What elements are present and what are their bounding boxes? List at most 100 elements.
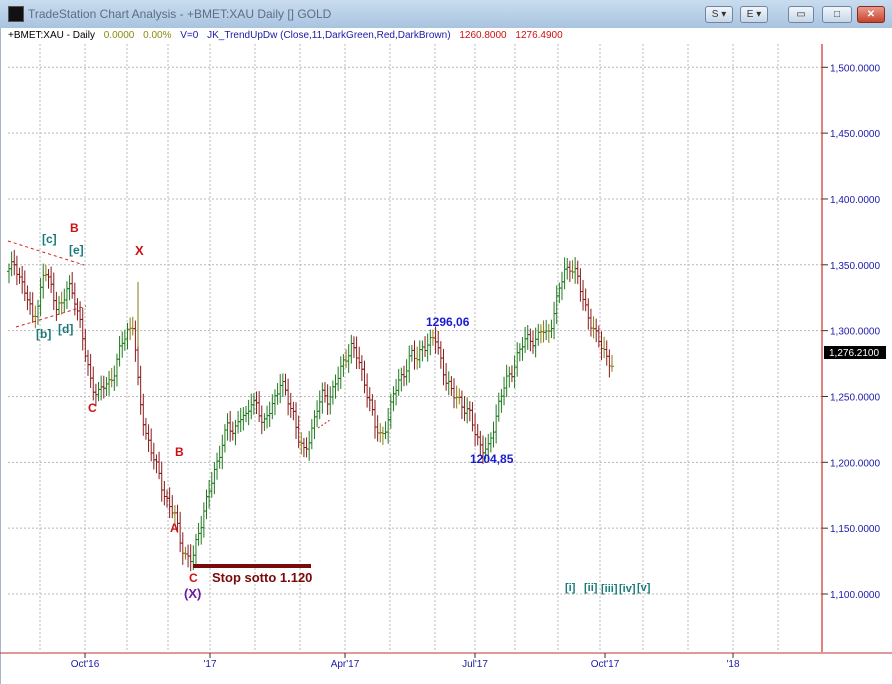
title-bar[interactable]: TradeStation Chart Analysis - +BMET:XAU … (0, 0, 892, 29)
price-bar (104, 376, 109, 396)
price-bar (49, 266, 54, 293)
price-bar (401, 365, 406, 387)
price-bar (120, 331, 125, 358)
price-bar (467, 401, 472, 422)
price-bar (541, 320, 546, 343)
price-bar (570, 260, 575, 279)
last-price-label: 1,276.2100 (829, 348, 879, 359)
price-bar (246, 399, 251, 426)
wave-label: [c] (42, 232, 57, 246)
price-bar (346, 344, 351, 373)
price-bar (309, 419, 314, 450)
price-bar (101, 375, 106, 399)
price-bar (415, 346, 420, 370)
price-bar (28, 291, 33, 315)
price-bar (304, 437, 309, 458)
price-bar (180, 532, 185, 565)
price-bar (502, 376, 507, 406)
y-tick-label: 1,250.0000 (830, 392, 880, 403)
last-price-tag: 1,276.2100 (824, 346, 886, 359)
wave-label: [i] (565, 582, 576, 594)
x-tick-label: '17 (203, 659, 216, 670)
price-bar (425, 333, 430, 362)
price-bar (583, 288, 588, 312)
wave-label: [b] (36, 327, 51, 341)
price-bar (552, 301, 557, 340)
price-bar (204, 489, 209, 520)
price-bar (396, 368, 401, 396)
price-bar (278, 373, 283, 404)
price-bar (212, 461, 217, 495)
price-bar (509, 365, 514, 383)
price-bar (257, 391, 262, 423)
price-bar (328, 386, 333, 415)
price-bar (491, 421, 496, 448)
price-bar (170, 495, 175, 519)
price-bar (136, 342, 141, 386)
y-tick-label: 1,450.0000 (830, 129, 880, 140)
wave-label: [iv] (619, 583, 636, 595)
price-bar (391, 386, 396, 412)
wave-label: B (175, 445, 184, 459)
price-bar (578, 268, 583, 302)
price-bar (538, 324, 543, 344)
price-bar (112, 365, 117, 391)
price-bar (351, 336, 356, 358)
price-bar (51, 272, 56, 311)
price-bar (88, 353, 93, 389)
price-bar (243, 405, 248, 423)
price-bar (262, 413, 267, 431)
wave-label: C (189, 571, 198, 585)
e-menu-button[interactable]: E ▾ (740, 6, 768, 23)
price-bar (22, 270, 27, 302)
wave-label: [d] (58, 322, 73, 336)
price-bar (151, 442, 156, 470)
price-bar (20, 265, 25, 294)
close-button[interactable]: ✕ (857, 6, 885, 23)
price-bar (236, 411, 241, 434)
price-bar (225, 413, 230, 441)
wave-label: [ii] (584, 582, 598, 594)
price-bar (220, 434, 225, 470)
y-tick-label: 1,400.0000 (830, 195, 880, 206)
price-bar (531, 330, 536, 354)
price-bar (573, 257, 578, 284)
chart-area[interactable] (0, 28, 892, 684)
price-bar (367, 387, 372, 412)
price-bar (515, 342, 520, 377)
price-bar (499, 388, 504, 413)
price-bar (14, 255, 19, 286)
minimize-button[interactable]: ▭ (788, 6, 814, 23)
price-bar (407, 345, 412, 383)
price-bar (533, 327, 538, 358)
price-bar (78, 301, 83, 329)
price-bar (420, 340, 425, 362)
price-bar (41, 263, 46, 299)
price-bar (249, 393, 254, 420)
price-bar (588, 308, 593, 337)
price-bar (349, 334, 354, 364)
price-bar (7, 263, 11, 284)
price-bar (423, 336, 428, 357)
price-bar (473, 413, 478, 447)
x-tick-label: Oct'16 (71, 659, 100, 670)
last-price-bg (824, 346, 886, 359)
maximize-button[interactable]: □ (822, 6, 852, 23)
price-bar (512, 355, 517, 389)
price-bar (586, 298, 591, 330)
price-bar (373, 399, 378, 439)
price-bar (91, 366, 96, 401)
y-tick-label: 1,100.0000 (830, 590, 880, 601)
price-bar (196, 522, 201, 546)
price-bar (562, 257, 567, 290)
price-bar (370, 394, 375, 416)
price-bar (559, 271, 564, 300)
price-bar (375, 415, 380, 442)
price-bar (383, 421, 388, 440)
x-tick-label: '18 (726, 659, 739, 670)
price-bar (162, 480, 167, 506)
price-bar (207, 479, 212, 509)
price-bar (520, 337, 525, 361)
s-menu-button[interactable]: S ▾ (705, 6, 733, 23)
